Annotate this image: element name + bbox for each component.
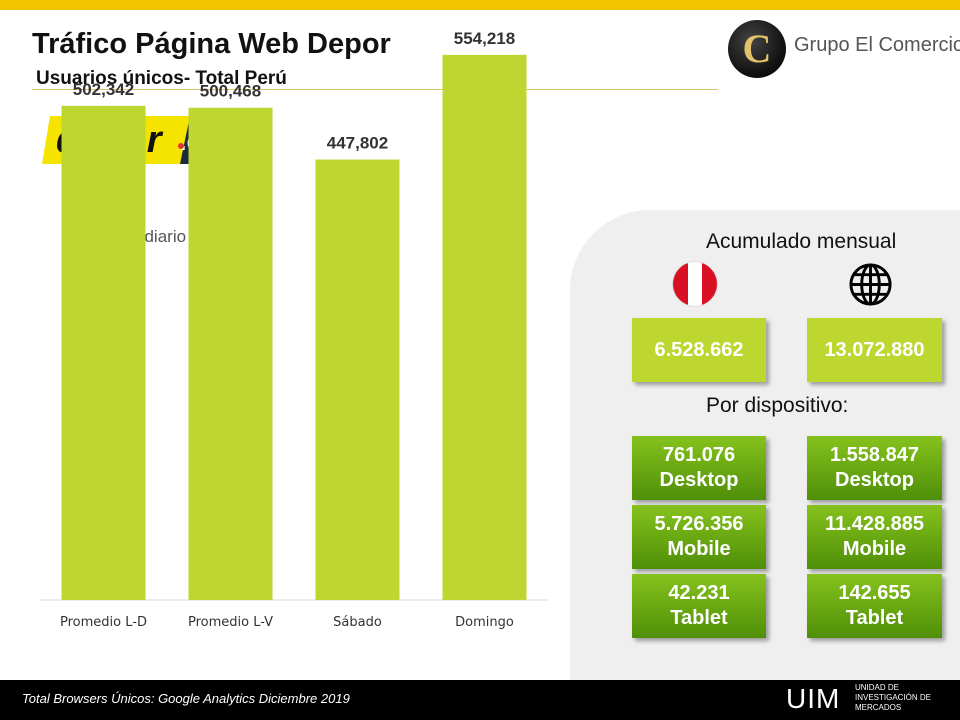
- world-desktop-box: 1.558.847 Desktop: [807, 436, 942, 500]
- peru-tablet-label: Tablet: [670, 607, 728, 629]
- bar-1: [61, 105, 146, 600]
- title-divider: [32, 89, 718, 90]
- acumulado-peru-box: 6.528.662: [632, 318, 766, 382]
- category-label-3: Sábado: [333, 615, 382, 630]
- peru-desktop-value: 761.076: [662, 444, 736, 466]
- category-label-2: Promedio L-V: [188, 615, 273, 630]
- peru-mobile-value: 5.726.356: [654, 513, 744, 535]
- bar-value-label-3: 447,802: [327, 134, 388, 153]
- world-mobile-label: Mobile: [842, 538, 907, 560]
- bar-value-label-4: 554,218: [454, 29, 515, 48]
- depor-logo-dot: [178, 143, 184, 149]
- brand-name: Grupo El Comercio: [794, 34, 960, 56]
- top-accent-bar: [0, 0, 960, 10]
- peru-mobile-label: Mobile: [667, 538, 731, 560]
- bar-3: [315, 159, 400, 601]
- uim-logo: UIM: [786, 683, 841, 714]
- peru-tablet-value: 42.231: [668, 582, 730, 604]
- world-mobile-box: 11.428.885 Mobile: [807, 505, 942, 569]
- uim-subtitle: UNIDAD DE INVESTIGACIÓN DE MERCADOS: [855, 683, 931, 713]
- peru-mobile-box: 5.726.356 Mobile: [632, 505, 766, 569]
- bar-4: [442, 54, 527, 600]
- world-tablet-value: 142.655: [838, 582, 911, 604]
- footer-bar: Total Browsers Únicos: Google Analytics …: [0, 680, 960, 720]
- peru-desktop-label: Desktop: [659, 469, 739, 491]
- brand-logo-icon: [728, 20, 786, 78]
- category-label-1: Promedio L-D: [60, 615, 147, 630]
- uim-subtitle-line-1: UNIDAD DE: [855, 683, 900, 692]
- acumulado-title: Acumulado mensual: [706, 230, 897, 253]
- dispositivo-title: Por dispositivo:: [706, 394, 849, 417]
- acumulado-world-value: 13.072.880: [824, 338, 925, 361]
- acumulado-world-box: 13.072.880: [807, 318, 942, 382]
- world-tablet-label: Tablet: [845, 607, 904, 629]
- world-desktop-label: Desktop: [835, 469, 914, 491]
- world-desktop-value: 1.558.847: [830, 444, 919, 466]
- brand-logo-letter: C: [742, 26, 772, 71]
- peru-tablet-box: 42.231 Tablet: [632, 574, 766, 638]
- page-title: Tráfico Página Web Depor: [32, 28, 391, 60]
- bar-value-label-1: 502,342: [73, 80, 134, 99]
- world-mobile-value: 11.428.885: [825, 513, 924, 535]
- category-label-4: Domingo: [455, 615, 514, 630]
- uim-subtitle-line-3: MERCADOS: [855, 703, 902, 712]
- page-subtitle: Usuarios únicos- Total Perú: [36, 68, 287, 89]
- bar-2: [188, 107, 273, 601]
- peru-desktop-box: 761.076 Desktop: [632, 436, 766, 500]
- bar-value-label-2: 500,468: [200, 82, 261, 101]
- footer-note: Total Browsers Únicos: Google Analytics …: [22, 691, 350, 706]
- globe-icon: [849, 263, 892, 306]
- acumulado-peru-value: 6.528.662: [654, 338, 744, 361]
- uim-subtitle-line-2: INVESTIGACIÓN DE: [855, 693, 932, 702]
- world-tablet-box: 142.655 Tablet: [807, 574, 942, 638]
- grupo-el-comercio-brand: C Grupo El Comercio: [728, 20, 960, 80]
- peru-flag-icon: [673, 262, 717, 306]
